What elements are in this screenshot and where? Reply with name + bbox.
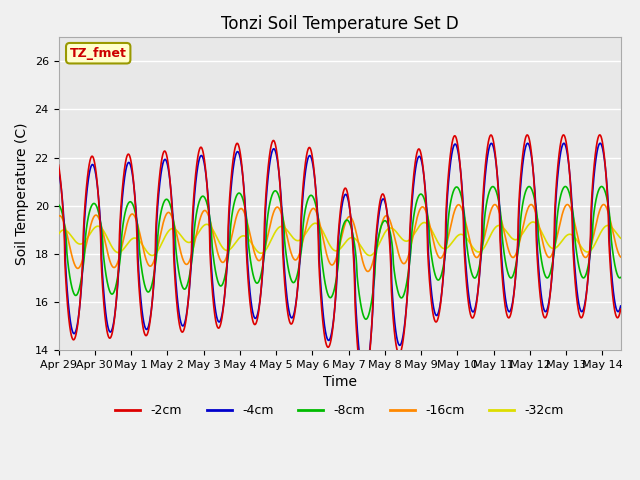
X-axis label: Time: Time	[323, 375, 356, 389]
Title: Tonzi Soil Temperature Set D: Tonzi Soil Temperature Set D	[221, 15, 458, 33]
Text: TZ_fmet: TZ_fmet	[70, 47, 127, 60]
Legend: -2cm, -4cm, -8cm, -16cm, -32cm: -2cm, -4cm, -8cm, -16cm, -32cm	[110, 399, 569, 422]
Y-axis label: Soil Temperature (C): Soil Temperature (C)	[15, 122, 29, 265]
